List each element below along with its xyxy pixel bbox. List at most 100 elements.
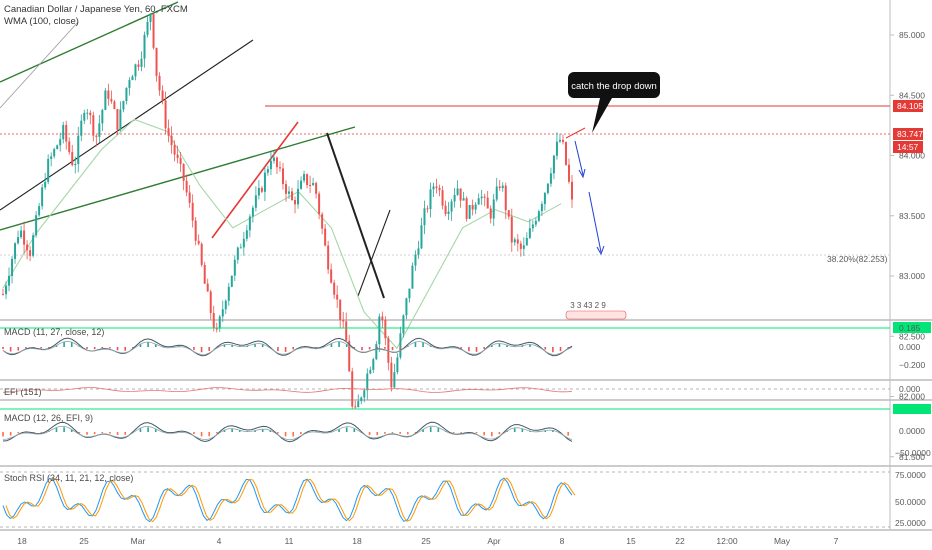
stoch-tick-3: 25.0000	[895, 518, 926, 528]
time-axis[interactable]: 18 25 Mar 4 11 18 25 Apr 8 15 22 12:00 May 7	[17, 536, 838, 546]
efi-macd-hist-bar	[391, 432, 394, 433]
macd-hist-bar	[109, 347, 111, 349]
candle-body	[498, 186, 501, 189]
macd-tick-2: 0.000	[899, 342, 921, 352]
black-down-line[interactable]	[326, 132, 385, 299]
efi-macd-pane[interactable]: MACD (12, 26, EFI, 9) 0.0000 −50.0000	[0, 404, 931, 458]
time-tick-label: 12:00	[716, 536, 738, 546]
candle-body	[375, 344, 378, 360]
candle-body	[288, 191, 291, 194]
candle-body	[561, 139, 564, 143]
upper-channel-line[interactable]	[0, 1, 179, 83]
red-projection-line[interactable]	[565, 127, 586, 139]
efi-macd-tick-1: 0.0000	[899, 426, 925, 436]
macd-line	[2, 337, 573, 357]
chart-title: Canadian Dollar / Japanese Yen, 60, FXCM	[4, 4, 188, 15]
black-trend-line[interactable]	[0, 39, 254, 211]
candle-body	[423, 208, 426, 226]
time-tick-label: 11	[285, 536, 294, 546]
macd-pane[interactable]: MACD (11, 27, close, 12) 0.185 0.000 −0.…	[0, 322, 931, 370]
candle-body	[164, 100, 167, 129]
macd-hist-bar	[483, 347, 485, 349]
candle-body	[266, 169, 269, 173]
candle-body	[471, 205, 474, 210]
efi-macd-hist-bar	[193, 432, 195, 435]
candle-body	[251, 207, 254, 217]
macd-hist-bar	[9, 347, 12, 352]
efi-macd-hist-bar	[338, 429, 340, 432]
time-tick-label: 18	[17, 536, 27, 546]
candle-body	[396, 357, 399, 373]
efi-macd-hist-bar	[292, 432, 295, 437]
candle-body	[312, 183, 315, 186]
efi-macd-hist-bar	[86, 432, 88, 435]
candle-body	[224, 300, 227, 310]
macd-tick-3: −0.200	[899, 360, 926, 370]
macd-hist-bar	[147, 342, 149, 347]
efi-macd-hist-bar	[254, 430, 256, 432]
red-up-trend-line[interactable]	[211, 121, 299, 239]
time-tick-label: 25	[421, 536, 431, 546]
candle-body	[257, 187, 260, 196]
efi-pane[interactable]: EFI (151) 0.000	[0, 384, 921, 397]
projection-arrow-2[interactable]	[588, 191, 602, 253]
stoch-rsi-pane[interactable]: Stoch RSI (34, 11, 21, 12, close) 75.000…	[0, 470, 926, 528]
candle-body	[444, 205, 447, 214]
macd-hist-bar	[193, 347, 195, 350]
candle-body	[378, 316, 381, 345]
stoch-tick-2: 50.0000	[895, 497, 926, 507]
macd-value-badge	[893, 322, 931, 333]
candle-body	[306, 174, 309, 186]
candle-body	[269, 160, 272, 170]
candle-body	[297, 188, 300, 205]
macd-hist-bar	[315, 347, 317, 348]
efi-macd-hist-bar	[17, 432, 20, 434]
candle-body	[137, 64, 140, 67]
efi-macd-hist-bar	[544, 430, 547, 432]
candle-body	[131, 76, 134, 81]
price-axis[interactable]: 85.000 84.500 84.000 83.500 83.000 82.500 82.0…	[890, 30, 925, 462]
candle-body	[245, 230, 248, 239]
candle-body	[309, 185, 312, 187]
efi-macd-hist-bar	[376, 432, 379, 436]
price-tick-label: 83.000	[899, 271, 925, 281]
projection-arrow-1[interactable]	[574, 140, 584, 176]
black-up-line[interactable]	[357, 209, 391, 297]
candle-body	[59, 139, 62, 146]
grey-trend-line[interactable]	[0, 21, 79, 109]
macd-hist-bar	[384, 347, 386, 349]
candle-body	[200, 243, 203, 265]
candle-body	[71, 152, 74, 166]
candle-body	[294, 200, 297, 205]
candle-body	[260, 187, 263, 192]
time-tick-label: 15	[626, 536, 636, 546]
candle-body	[450, 201, 453, 212]
candle-body	[11, 258, 14, 276]
efi-macd-hist-bar	[154, 429, 157, 432]
arrow-head-2	[596, 245, 605, 256]
lower-channel-line[interactable]	[0, 126, 356, 231]
candle-body	[263, 172, 266, 192]
candle-body	[62, 124, 65, 140]
candle-body	[197, 240, 200, 244]
candle-body	[336, 294, 339, 300]
efi-macd-hist-bar	[460, 432, 463, 433]
callout-bubble[interactable]: catch the drop down	[568, 72, 660, 133]
candle-body	[284, 184, 287, 194]
price-pane[interactable]: catch the drop down 38.20%(82.253) 3 3 4…	[0, 1, 890, 410]
candle-body	[477, 198, 480, 205]
candle-body	[104, 90, 107, 110]
efi-macd-hist-bar	[93, 432, 96, 435]
pane-frames	[0, 0, 932, 531]
efi-macd-hist-bar	[513, 428, 516, 432]
time-tick-label: 18	[352, 536, 362, 546]
macd-hist-bar	[254, 343, 256, 347]
candle-body	[158, 75, 161, 91]
macd-hist-bar	[567, 347, 569, 348]
candle-body	[315, 183, 318, 194]
candle-body	[513, 239, 516, 243]
candle-body	[248, 216, 251, 231]
candle-body	[95, 135, 98, 137]
candle-body	[405, 298, 408, 316]
